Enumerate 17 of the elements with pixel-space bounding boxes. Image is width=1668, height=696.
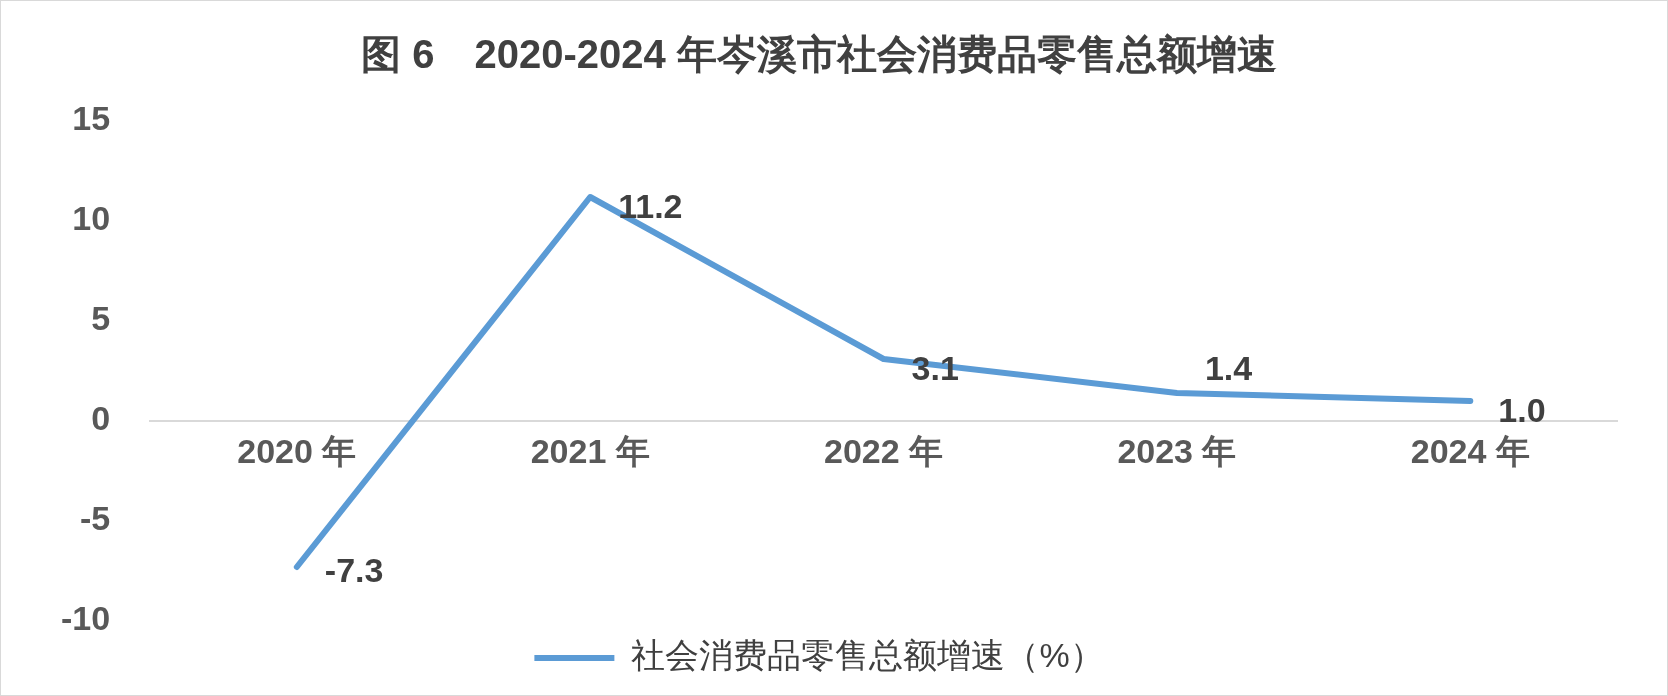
data-label: 11.2 (618, 187, 683, 226)
x-tick-label: 2023 年 (1117, 431, 1237, 470)
x-tick-label: 2021 年 (530, 431, 650, 470)
y-tick-label: 0 (91, 399, 111, 438)
x-tick-label: 2024 年 (1410, 431, 1530, 470)
y-tick-label: -5 (79, 499, 111, 538)
data-label: 1.4 (1204, 349, 1253, 388)
y-tick-label: -10 (61, 599, 111, 638)
y-tick-label: 5 (91, 299, 111, 338)
data-label: 1.0 (1498, 391, 1546, 430)
data-label: -7.3 (324, 551, 384, 590)
legend-label: 社会消费品零售总额增速（%） (631, 636, 1104, 675)
chart-title: 图 6 2020-2024 年岑溪市社会消费品零售总额增速 (361, 32, 1277, 77)
y-tick-label: 15 (72, 99, 111, 138)
x-tick-label: 2020 年 (237, 431, 357, 470)
y-tick-label: 10 (72, 199, 111, 238)
x-tick-label: 2022 年 (824, 431, 944, 470)
